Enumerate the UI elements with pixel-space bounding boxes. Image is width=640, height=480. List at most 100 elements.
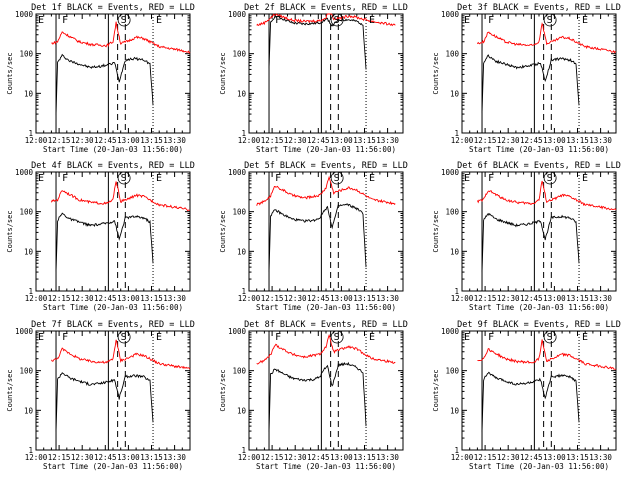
- y-axis-label: Counts/sec: [219, 52, 227, 94]
- x-axis-label: Start Time (20-Jan-03 11:56:00): [469, 462, 609, 471]
- events-series-line: [481, 212, 580, 273]
- x-tick-label: 13:15: [140, 136, 163, 145]
- marker-circle: [330, 13, 344, 27]
- events-series-line: [55, 53, 154, 116]
- y-tick-label: 1000: [228, 168, 247, 177]
- marker-circle: [117, 171, 131, 185]
- y-tick-label: 1000: [441, 327, 460, 336]
- edge-marker-label: E: [38, 173, 44, 184]
- plot-frame: [35, 171, 191, 292]
- panel-title: Det 7f BLACK = Events, RED = LLD: [31, 320, 195, 330]
- x-tick-label: 13:30: [163, 136, 186, 145]
- y-axis-label: Counts/sec: [219, 369, 227, 411]
- x-tick-label: 12:00: [238, 136, 261, 145]
- y-tick-label: 1000: [441, 10, 460, 19]
- panel-det-6: Det 6f BLACK = Events, RED = LLD 1 10 100 10…: [432, 161, 621, 312]
- plot-frame: [248, 13, 404, 134]
- x-tick-label: 12:15: [48, 294, 71, 303]
- y-tick-label: 100: [445, 50, 459, 59]
- x-tick-label: 12:00: [25, 294, 48, 303]
- y-tick-label: 100: [445, 367, 459, 376]
- marker-circle: [330, 171, 344, 185]
- events-series-line: [268, 13, 367, 70]
- x-axis-label: Start Time (20-Jan-03 11:56:00): [256, 145, 396, 154]
- x-axis-label: Start Time (20-Jan-03 11:56:00): [43, 462, 183, 471]
- x-tick-label: 13:15: [140, 294, 163, 303]
- marker-label-f: F: [488, 173, 494, 184]
- y-tick-label: 1: [241, 287, 246, 296]
- edge-marker-label: E: [464, 173, 470, 184]
- edge-marker-label: E: [464, 332, 470, 343]
- marker-label-f: F: [488, 332, 494, 343]
- marker-label-e: E: [369, 332, 375, 343]
- plot-frame: [248, 171, 404, 292]
- y-tick-label: 10: [24, 406, 34, 415]
- x-tick-label: 12:00: [238, 453, 261, 462]
- x-axis-label: Start Time (20-Jan-03 11:56:00): [256, 303, 396, 312]
- marker-label-s: S: [334, 173, 340, 184]
- marker-label-e: E: [582, 15, 588, 26]
- events-series-line: [268, 361, 367, 432]
- x-tick-label: 13:15: [566, 294, 589, 303]
- x-tick-label: 13:00: [330, 294, 353, 303]
- marker-label-f: F: [275, 15, 281, 26]
- panel-det-1: Det 1f BLACK = Events, RED = LLD 1 10 100 10…: [6, 3, 195, 154]
- marker-label-f: F: [275, 332, 281, 343]
- y-tick-label: 10: [237, 406, 247, 415]
- panel-title: Det 9f BLACK = Events, RED = LLD: [457, 320, 621, 330]
- x-axis-label: Start Time (20-Jan-03 11:56:00): [43, 145, 183, 154]
- panel-title: Det 5f BLACK = Events, RED = LLD: [244, 161, 408, 171]
- marker-label-e: E: [369, 173, 375, 184]
- marker-label-e: E: [369, 15, 375, 26]
- marker-label-e: E: [156, 173, 162, 184]
- x-tick-label: 13:15: [353, 294, 376, 303]
- x-tick-label: 12:45: [520, 294, 543, 303]
- x-tick-label: 12:00: [451, 453, 474, 462]
- x-tick-label: 13:30: [376, 136, 399, 145]
- x-tick-label: 13:15: [566, 136, 589, 145]
- lld-series-line: [51, 339, 191, 370]
- x-tick-label: 13:00: [117, 453, 140, 462]
- x-tick-label: 12:45: [520, 136, 543, 145]
- marker-label-s: S: [121, 173, 127, 184]
- x-tick-label: 12:00: [451, 136, 474, 145]
- y-axis-label: Counts/sec: [432, 369, 440, 411]
- marker-label-f: F: [62, 332, 68, 343]
- marker-circle: [330, 330, 344, 344]
- marker-label-s: S: [547, 332, 553, 343]
- x-tick-label: 12:15: [261, 294, 284, 303]
- panel-title: Det 1f BLACK = Events, RED = LLD: [31, 3, 195, 13]
- events-series-line: [481, 371, 580, 433]
- marker-label-f: F: [62, 173, 68, 184]
- y-tick-label: 1000: [15, 168, 34, 177]
- panel-det-7: Det 7f BLACK = Events, RED = LLD 1 10 100 10…: [6, 320, 195, 471]
- lld-series-line: [256, 333, 396, 365]
- events-series-line: [55, 372, 154, 432]
- x-tick-label: 12:15: [261, 136, 284, 145]
- marker-circle: [543, 330, 557, 344]
- x-tick-label: 13:00: [117, 136, 140, 145]
- x-tick-label: 13:00: [543, 294, 566, 303]
- y-tick-label: 10: [450, 247, 460, 256]
- x-tick-label: 13:15: [353, 453, 376, 462]
- x-tick-label: 12:00: [25, 453, 48, 462]
- events-series-line: [55, 212, 154, 272]
- marker-label-s: S: [334, 15, 340, 26]
- marker-circle: [543, 13, 557, 27]
- plot-frame: [248, 330, 404, 451]
- lld-series-line: [256, 175, 396, 206]
- y-tick-label: 10: [24, 247, 34, 256]
- marker-circle: [117, 13, 131, 27]
- y-tick-label: 100: [19, 50, 33, 59]
- x-tick-label: 13:15: [140, 453, 163, 462]
- x-tick-label: 12:00: [25, 136, 48, 145]
- y-tick-label: 100: [445, 208, 459, 217]
- y-axis-label: Counts/sec: [432, 52, 440, 94]
- y-tick-label: 1: [28, 446, 33, 455]
- y-tick-label: 1000: [15, 10, 34, 19]
- y-tick-label: 100: [232, 50, 246, 59]
- y-axis-label: Counts/sec: [6, 369, 14, 411]
- y-tick-label: 100: [232, 367, 246, 376]
- x-tick-label: 12:45: [307, 294, 330, 303]
- x-tick-label: 13:15: [566, 453, 589, 462]
